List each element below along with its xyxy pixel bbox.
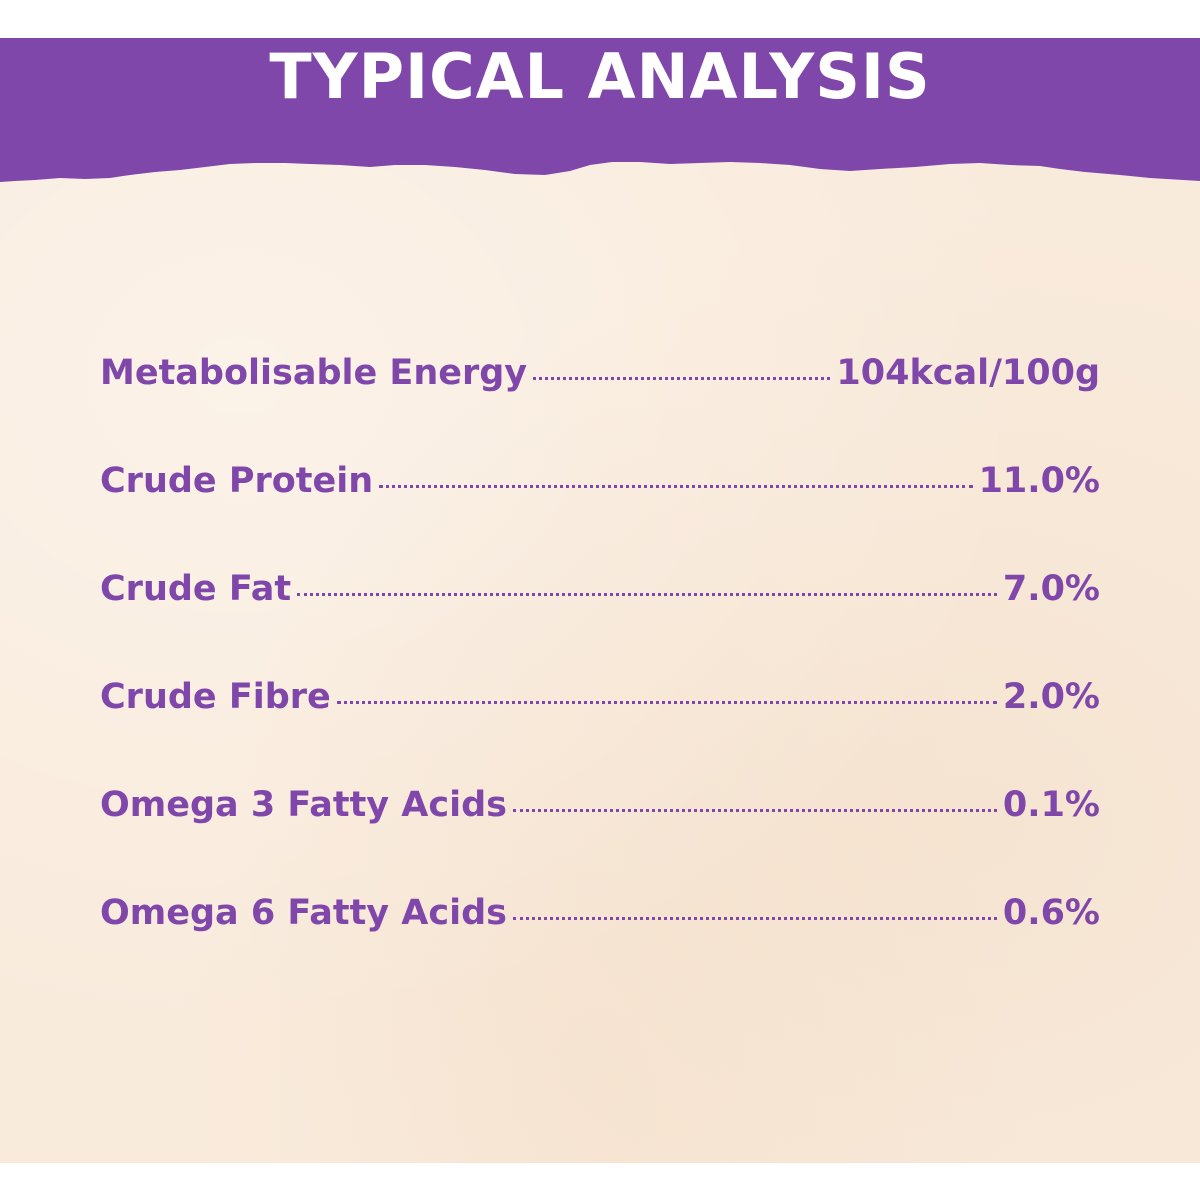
dot-leader	[336, 696, 997, 704]
row-label: Metabolisable Energy	[100, 353, 528, 393]
analysis-row-crude-fat: Crude Fat 7.0%	[100, 569, 1100, 677]
row-value: 104kcal/100g	[836, 353, 1100, 393]
title-banner: TYPICAL ANALYSIS	[0, 38, 1200, 198]
analysis-card: TYPICAL ANALYSIS Metabolisable Energy 10…	[0, 38, 1200, 1163]
analysis-row-crude-fibre: Crude Fibre 2.0%	[100, 677, 1100, 785]
row-value: 7.0%	[1002, 569, 1100, 609]
row-label: Omega 6 Fatty Acids	[100, 893, 508, 933]
analysis-row-omega-3: Omega 3 Fatty Acids 0.1%	[100, 785, 1100, 893]
analysis-list: Metabolisable Energy 104kcal/100g Crude …	[100, 353, 1100, 1001]
row-value: 0.1%	[1002, 785, 1100, 825]
analysis-row-crude-protein: Crude Protein 11.0%	[100, 461, 1100, 569]
row-label: Crude Fibre	[100, 677, 331, 717]
banner-torn-edge	[0, 38, 1200, 182]
row-label: Omega 3 Fatty Acids	[100, 785, 508, 825]
dot-leader	[297, 588, 997, 596]
row-value: 0.6%	[1002, 893, 1100, 933]
row-label: Crude Fat	[100, 569, 292, 609]
analysis-row-omega-6: Omega 6 Fatty Acids 0.6%	[100, 893, 1100, 1001]
page-title: TYPICAL ANALYSIS	[269, 40, 931, 113]
dot-leader	[513, 804, 997, 812]
analysis-row-metabolisable-energy: Metabolisable Energy 104kcal/100g	[100, 353, 1100, 461]
row-label: Crude Protein	[100, 461, 374, 501]
dot-leader	[513, 912, 997, 920]
row-value: 2.0%	[1002, 677, 1100, 717]
row-value: 11.0%	[978, 461, 1100, 501]
dot-leader	[533, 372, 831, 380]
dot-leader	[379, 480, 973, 488]
